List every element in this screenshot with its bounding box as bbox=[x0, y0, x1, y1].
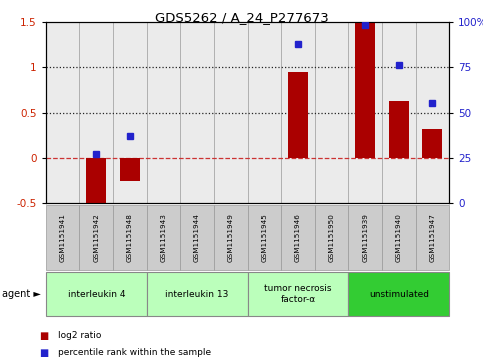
Text: GDS5262 / A_24_P277673: GDS5262 / A_24_P277673 bbox=[155, 11, 328, 24]
Text: log2 ratio: log2 ratio bbox=[58, 331, 101, 340]
Text: interleukin 4: interleukin 4 bbox=[68, 290, 125, 298]
Text: percentile rank within the sample: percentile rank within the sample bbox=[58, 348, 211, 357]
Text: GSM1151941: GSM1151941 bbox=[60, 213, 66, 262]
Text: GSM1151947: GSM1151947 bbox=[429, 213, 435, 262]
Bar bbox=[120, 158, 140, 180]
Bar bbox=[355, 22, 375, 158]
Text: agent ►: agent ► bbox=[2, 289, 41, 299]
Text: GSM1151940: GSM1151940 bbox=[396, 213, 402, 262]
Text: ■: ■ bbox=[39, 331, 48, 341]
Text: GSM1151950: GSM1151950 bbox=[328, 213, 335, 262]
Text: GSM1151939: GSM1151939 bbox=[362, 213, 368, 262]
Text: GSM1151945: GSM1151945 bbox=[261, 213, 268, 262]
Text: GSM1151943: GSM1151943 bbox=[160, 213, 167, 262]
Text: GSM1151946: GSM1151946 bbox=[295, 213, 301, 262]
Text: GSM1151944: GSM1151944 bbox=[194, 213, 200, 262]
Bar bbox=[86, 158, 106, 203]
Text: unstimulated: unstimulated bbox=[369, 290, 429, 298]
Text: GSM1151942: GSM1151942 bbox=[93, 213, 99, 262]
Text: GSM1151948: GSM1151948 bbox=[127, 213, 133, 262]
Text: ■: ■ bbox=[39, 348, 48, 358]
Bar bbox=[422, 129, 442, 158]
Text: interleukin 13: interleukin 13 bbox=[166, 290, 229, 298]
Bar bbox=[288, 72, 308, 158]
Text: GSM1151949: GSM1151949 bbox=[227, 213, 234, 262]
Bar bbox=[389, 101, 409, 158]
Text: tumor necrosis
factor-α: tumor necrosis factor-α bbox=[264, 284, 332, 304]
